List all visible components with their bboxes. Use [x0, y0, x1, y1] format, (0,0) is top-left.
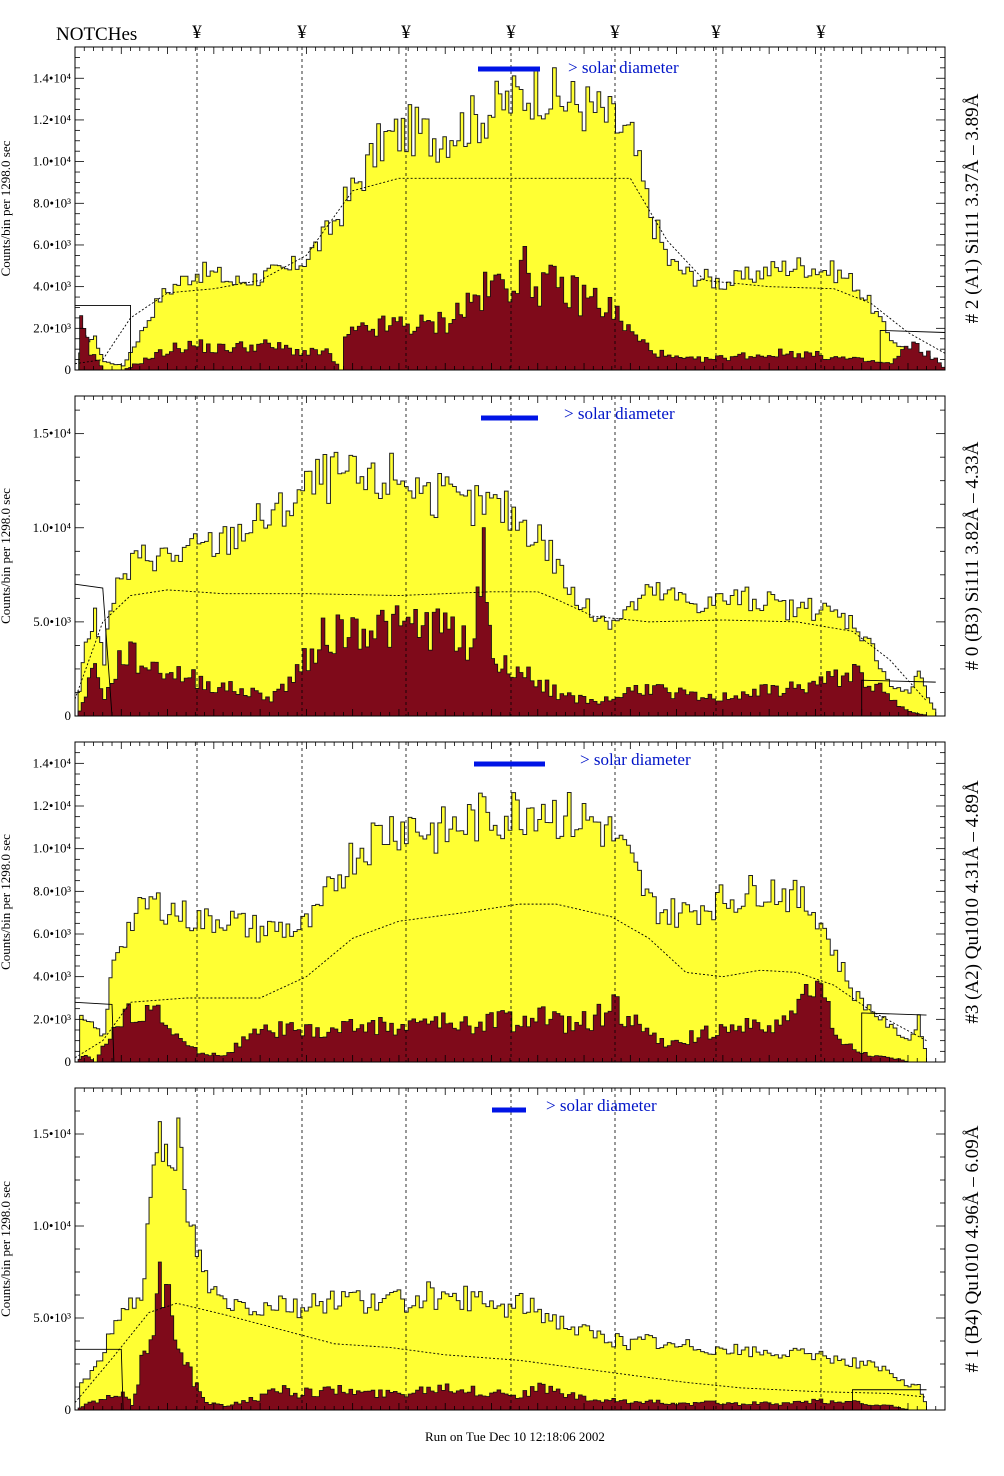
y-axis-label: Counts/bin per 1298.0 sec	[0, 140, 13, 276]
y-tick-label: 4.0•10³	[33, 969, 71, 984]
reference-line-right	[851, 1389, 927, 1410]
y-tick-label: 5.0•10³	[33, 1310, 71, 1325]
reference-line-left	[75, 1348, 124, 1411]
y-tick-label: 6.0•10³	[33, 237, 71, 252]
total-counts-histogram	[75, 1117, 927, 1411]
reference-line-right	[879, 329, 946, 370]
y-tick-label: 2.0•10³	[33, 1011, 71, 1026]
reference-line-right	[861, 1012, 927, 1062]
y-tick-label: 8.0•10³	[33, 883, 71, 898]
y-tick-label: 8.0•10³	[33, 195, 71, 210]
y-axis-label: Counts/bin per 1298.0 sec	[0, 488, 13, 624]
panel-title: # 2 (A1) Si111 3.37Å – 3.89Å	[962, 93, 983, 323]
mean-curve	[74, 903, 927, 1059]
subset-counts-histogram	[75, 1261, 909, 1411]
notch-symbol: ¥	[192, 22, 202, 43]
y-tick-label: 1.0•10⁴	[33, 1218, 72, 1233]
y-tick-label: 1.4•10⁴	[33, 70, 72, 85]
notch-symbol: ¥	[297, 22, 307, 43]
y-tick-label: 0	[65, 362, 72, 377]
chart-panel-a2: 0 2.0•10³ 4.0•10³ 6.0•10³ 8.0•10³ 1.0•10⁴ 1.2•…	[0, 741, 983, 1069]
y-tick-label: 5.0•10³	[33, 614, 71, 629]
panel-title: # 1 (B4) Qu1010 4.96Å – 6.09Å	[962, 1125, 983, 1372]
mean-curve	[74, 589, 927, 702]
y-tick-label: 4.0•10³	[33, 279, 71, 294]
notch-symbol: ¥	[816, 22, 826, 43]
y-tick-label: 1.4•10⁴	[33, 755, 72, 770]
y-tick-label: 2.0•10³	[33, 320, 71, 335]
reference-line-left	[75, 304, 131, 370]
run-timestamp: Run on Tue Dec 10 12:18:06 2002	[425, 1429, 605, 1444]
notch-symbol: ¥	[711, 22, 721, 43]
total-counts-histogram	[75, 791, 927, 1063]
y-axis-label: Counts/bin per 1298.0 sec	[0, 1181, 13, 1317]
subset-counts-histogram	[75, 246, 946, 371]
notch-symbol: ¥	[506, 22, 516, 43]
y-tick-label: 1.0•10⁴	[33, 520, 72, 535]
mean-curve	[74, 1302, 927, 1403]
y-tick-label: 1.0•10⁴	[33, 841, 72, 856]
total-counts-histogram	[75, 67, 946, 371]
solar-diameter-label: > solar diameter	[568, 58, 679, 77]
reference-line-left	[74, 1001, 115, 1063]
subset-counts-histogram	[75, 980, 909, 1063]
solar-diameter-label: > solar diameter	[546, 1096, 657, 1115]
chart-panel-b3: 0 5.0•10³ 1.0•10⁴ 1.5•10⁴ Counts/bin per 129…	[0, 395, 983, 723]
subset-counts-histogram	[75, 527, 927, 717]
y-tick-label: 0	[65, 1054, 72, 1069]
solar-diameter-label: > solar diameter	[564, 404, 675, 423]
notch-symbol: ¥	[401, 22, 411, 43]
notches-label: NOTCHes	[56, 24, 137, 45]
solar-diameter-label: > solar diameter	[580, 750, 691, 769]
y-tick-label: 1.2•10⁴	[33, 798, 72, 813]
y-tick-label: 0	[65, 1402, 72, 1417]
reference-line-right	[861, 679, 936, 716]
mean-curve	[74, 177, 946, 365]
panel-title: # 0 (B3) Si111 3.82Å – 4.33Å	[962, 441, 983, 670]
chart-panel-b4: 0 5.0•10³ 1.0•10⁴ 1.5•10⁴ Counts/bin per 129…	[0, 1087, 983, 1417]
y-tick-label: 6.0•10³	[33, 926, 71, 941]
reference-line-left	[74, 583, 113, 717]
y-axis-label: Counts/bin per 1298.0 sec	[0, 834, 13, 970]
total-counts-histogram	[75, 451, 937, 717]
notch-marks: ¥ ¥ ¥ ¥ ¥ ¥ ¥	[192, 22, 826, 43]
y-tick-label: 0	[65, 708, 72, 723]
chart-panel-a1: 0 2.0•10³ 4.0•10³ 6.0•10³ 8.0•10³ 1.0•10⁴ 1.2•…	[0, 46, 983, 377]
y-tick-label: 1.5•10⁴	[33, 426, 72, 441]
y-tick-label: 1.5•10⁴	[33, 1126, 72, 1141]
panel-title: #3 (A2) Qu1010 4.31Å – 4.89Å	[962, 780, 983, 1024]
notch-symbol: ¥	[610, 22, 620, 43]
y-tick-label: 1.0•10⁴	[33, 154, 72, 169]
y-tick-label: 1.2•10⁴	[33, 112, 72, 127]
panels: 0 2.0•10³ 4.0•10³ 6.0•10³ 8.0•10³ 1.0•10⁴ 1.2•…	[0, 46, 983, 1417]
